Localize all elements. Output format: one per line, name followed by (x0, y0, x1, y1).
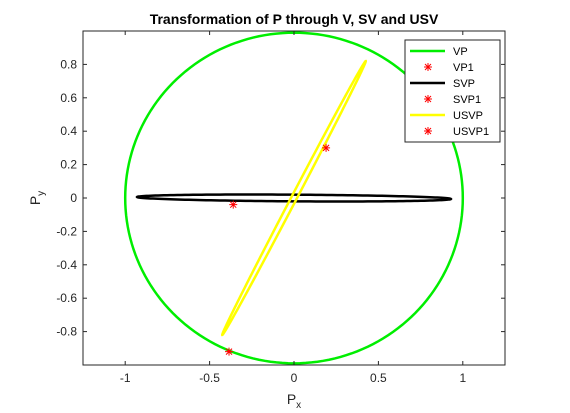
x-axis-label-base: P (287, 391, 296, 407)
legend-box (404, 39, 501, 143)
x-axis-label: Px (287, 391, 301, 411)
y-tick-label: -0.8 (56, 325, 77, 339)
legend-label-usvp: USVP (453, 110, 483, 122)
ticks-layer (83, 31, 505, 365)
x-tick-label: 0.5 (370, 371, 387, 385)
legend-label-vp1: VP1 (453, 62, 474, 74)
y-axis-label-subscript: y (36, 191, 47, 196)
legend-label-svp1: SVP1 (453, 94, 481, 106)
y-tick-label: 0.4 (60, 124, 77, 138)
series-svp-line (135, 193, 453, 203)
legend-swatch-vp1 (424, 63, 432, 71)
point-vp1-marker (225, 347, 234, 356)
y-tick-label: 0.6 (60, 91, 77, 105)
y-tick-label: 0.2 (60, 158, 77, 172)
y-axis-label: Py (27, 191, 47, 205)
x-axis-label-subscript: x (296, 400, 301, 411)
tick-labels-layer: -1 -0.5 0 0.5 1 0.8 0.6 0.4 0.2 0 -0.2 -0.4 -0.6 -0.8 (56, 57, 466, 385)
legend: VP VP1 SVP SVP1 USVP USVP1 (404, 39, 501, 143)
series-layer (123, 31, 465, 365)
point-usvp1-marker (322, 143, 331, 152)
legend-label-vp: VP (453, 46, 468, 58)
y-tick-label: 0.8 (60, 57, 77, 71)
x-tick-label: 1 (459, 371, 466, 385)
x-tick-label: -1 (120, 371, 131, 385)
legend-swatch-usvp1 (424, 127, 432, 135)
series-vp-line (123, 31, 465, 365)
x-tick-label: -0.5 (199, 371, 220, 385)
legend-label-svp: SVP (453, 78, 475, 90)
y-axis-label-base: P (27, 196, 43, 205)
x-tick-label: 0 (291, 371, 298, 385)
legend-label-usvp1: USVP1 (453, 126, 489, 138)
y-tick-label: -0.6 (56, 291, 77, 305)
series-usvp-line (220, 59, 368, 337)
y-tick-label: -0.4 (56, 258, 77, 272)
chart-title: Transformation of P through V, SV and US… (150, 11, 439, 27)
points-layer (225, 143, 331, 356)
plot-frame (82, 30, 506, 366)
legend-swatch-svp1 (424, 95, 432, 103)
point-svp1-marker (229, 200, 238, 209)
y-tick-label: 0 (70, 191, 77, 205)
y-tick-label: -0.2 (56, 224, 77, 238)
